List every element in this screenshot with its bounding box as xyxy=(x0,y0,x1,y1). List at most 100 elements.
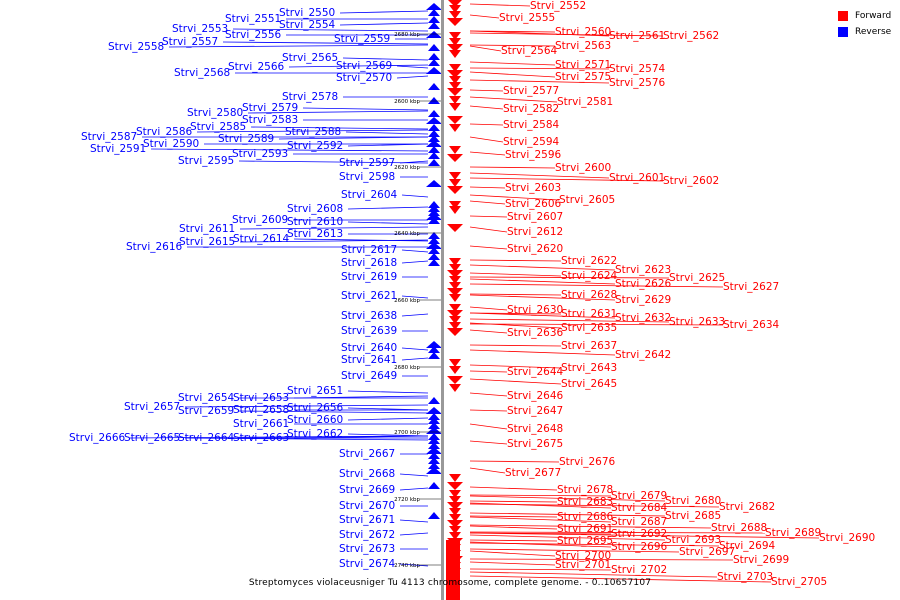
gene-label-reverse: Strvi_2585 xyxy=(190,121,246,133)
gene-label-forward: Strvi_2607 xyxy=(507,211,563,223)
gene-glyph-reverse xyxy=(428,110,440,117)
gene-glyph-reverse xyxy=(428,442,440,449)
gene-label-reverse: Strvi_2553 xyxy=(172,23,228,35)
leader-line xyxy=(469,3,531,7)
gene-label-forward: Strvi_2685 xyxy=(665,510,721,522)
gene-label-forward: Strvi_2620 xyxy=(507,243,563,255)
gene-glyph-forward xyxy=(447,18,463,26)
leader-line xyxy=(469,276,670,279)
gene-label-forward: Strvi_2582 xyxy=(503,103,559,115)
gene-label-reverse: Strvi_2659 xyxy=(178,405,234,417)
leader-line xyxy=(469,294,616,301)
gene-glyph-forward xyxy=(449,366,461,374)
leader-line xyxy=(469,306,508,311)
gene-label-forward: Strvi_2680 xyxy=(665,495,721,507)
gene-label-reverse: Strvi_2663 xyxy=(233,432,289,444)
gene-label-forward: Strvi_2633 xyxy=(669,316,725,328)
gene-label-forward: Strvi_2644 xyxy=(507,366,564,378)
gene-glyph-reverse xyxy=(428,201,440,208)
gene-glyph-forward xyxy=(449,276,461,284)
leader-line xyxy=(469,539,558,542)
gene-label-reverse: Strvi_2656 xyxy=(287,402,344,414)
gene-glyph-reverse xyxy=(428,205,440,212)
leader-line xyxy=(239,239,429,243)
gene-label-reverse: Strvi_2618 xyxy=(341,257,397,269)
forward-swatch xyxy=(838,11,848,21)
gene-label-forward: Strvi_2602 xyxy=(663,175,719,187)
gene-glyph-forward xyxy=(448,0,462,7)
gene-glyph-forward xyxy=(447,154,463,162)
leader-line xyxy=(396,75,429,79)
leader-line xyxy=(469,215,508,218)
leader-line xyxy=(184,404,429,408)
gene-label-reverse: Strvi_2591 xyxy=(90,143,146,155)
gene-glyph-forward xyxy=(449,304,461,312)
leader-line xyxy=(339,10,429,14)
gene-label-forward: Strvi_2636 xyxy=(507,327,564,339)
leader-line xyxy=(469,67,610,70)
leader-line xyxy=(342,57,429,61)
gene-glyph-forward xyxy=(449,38,461,46)
leader-line xyxy=(469,541,612,548)
gene-label-reverse: Strvi_2661 xyxy=(233,418,289,430)
leader-line xyxy=(469,532,612,535)
gene-label-reverse: Strvi_2558 xyxy=(108,41,164,53)
leader-line xyxy=(469,283,724,288)
gene-label-forward: Strvi_2635 xyxy=(561,322,617,334)
gene-label-reverse: Strvi_2557 xyxy=(162,36,218,48)
gene-label-reverse: Strvi_2597 xyxy=(339,157,395,169)
leader-line xyxy=(469,467,506,474)
gene-glyph-reverse xyxy=(428,9,440,16)
gene-label-reverse: Strvi_2660 xyxy=(287,414,343,426)
gene-glyph-forward xyxy=(449,82,461,90)
gene-glyph-reverse xyxy=(428,512,440,519)
leader-line xyxy=(347,221,429,225)
gene-label-reverse: Strvi_2550 xyxy=(279,7,335,19)
leader-line xyxy=(469,105,504,110)
gene-glyph-reverse xyxy=(428,97,440,104)
gene-glyph-forward xyxy=(447,88,463,96)
leader-line xyxy=(469,409,508,412)
gene-glyph-reverse xyxy=(426,341,442,348)
leader-line xyxy=(469,370,508,373)
gene-label-forward: Strvi_2645 xyxy=(561,378,617,390)
gene-label-forward: Strvi_2646 xyxy=(507,390,564,402)
gene-glyph-forward xyxy=(447,520,463,528)
leader-line xyxy=(250,126,429,130)
leader-line xyxy=(469,460,560,463)
gene-glyph-reverse xyxy=(426,447,442,454)
leader-line xyxy=(347,417,429,421)
scale-label: 2680 kbp xyxy=(394,365,420,371)
gene-label-forward: Strvi_2627 xyxy=(723,281,779,293)
gene-label-reverse: Strvi_2619 xyxy=(341,271,397,283)
leader-line xyxy=(469,532,820,539)
gene-glyph-forward xyxy=(447,116,463,124)
gene-label-forward: Strvi_2678 xyxy=(557,484,613,496)
gene-label-reverse: Strvi_2579 xyxy=(242,102,298,114)
gene-label-reverse: Strvi_2592 xyxy=(287,140,343,152)
leader-lines xyxy=(129,3,820,583)
leader-line xyxy=(469,293,562,296)
scale-label: 2680 kbp xyxy=(394,32,420,38)
gene-glyph-reverse xyxy=(428,247,440,254)
gene-glyph-forward xyxy=(449,532,461,540)
gene-label-forward: Strvi_2624 xyxy=(561,270,618,282)
gene-label-forward: Strvi_2642 xyxy=(615,349,671,361)
gene-label-forward: Strvi_2693 xyxy=(665,534,721,546)
gene-label-forward: Strvi_2574 xyxy=(609,63,666,75)
gene-glyph-forward xyxy=(447,186,463,194)
gene-label-reverse: Strvi_2615 xyxy=(179,236,235,248)
gene-glyph-forward xyxy=(449,179,461,187)
leader-line xyxy=(469,525,558,530)
gene-label-forward: Strvi_2571 xyxy=(555,59,611,71)
gene-glyph-reverse xyxy=(428,83,440,90)
leader-line xyxy=(469,561,556,566)
gene-glyph-reverse xyxy=(428,253,440,260)
gene-glyph-forward xyxy=(449,359,461,367)
gene-glyph-reverse xyxy=(426,31,442,38)
leader-line xyxy=(469,495,666,502)
gene-label-forward: Strvi_2682 xyxy=(719,501,775,513)
leader-line xyxy=(278,136,429,140)
leader-line xyxy=(345,131,429,135)
leader-line xyxy=(469,14,500,19)
